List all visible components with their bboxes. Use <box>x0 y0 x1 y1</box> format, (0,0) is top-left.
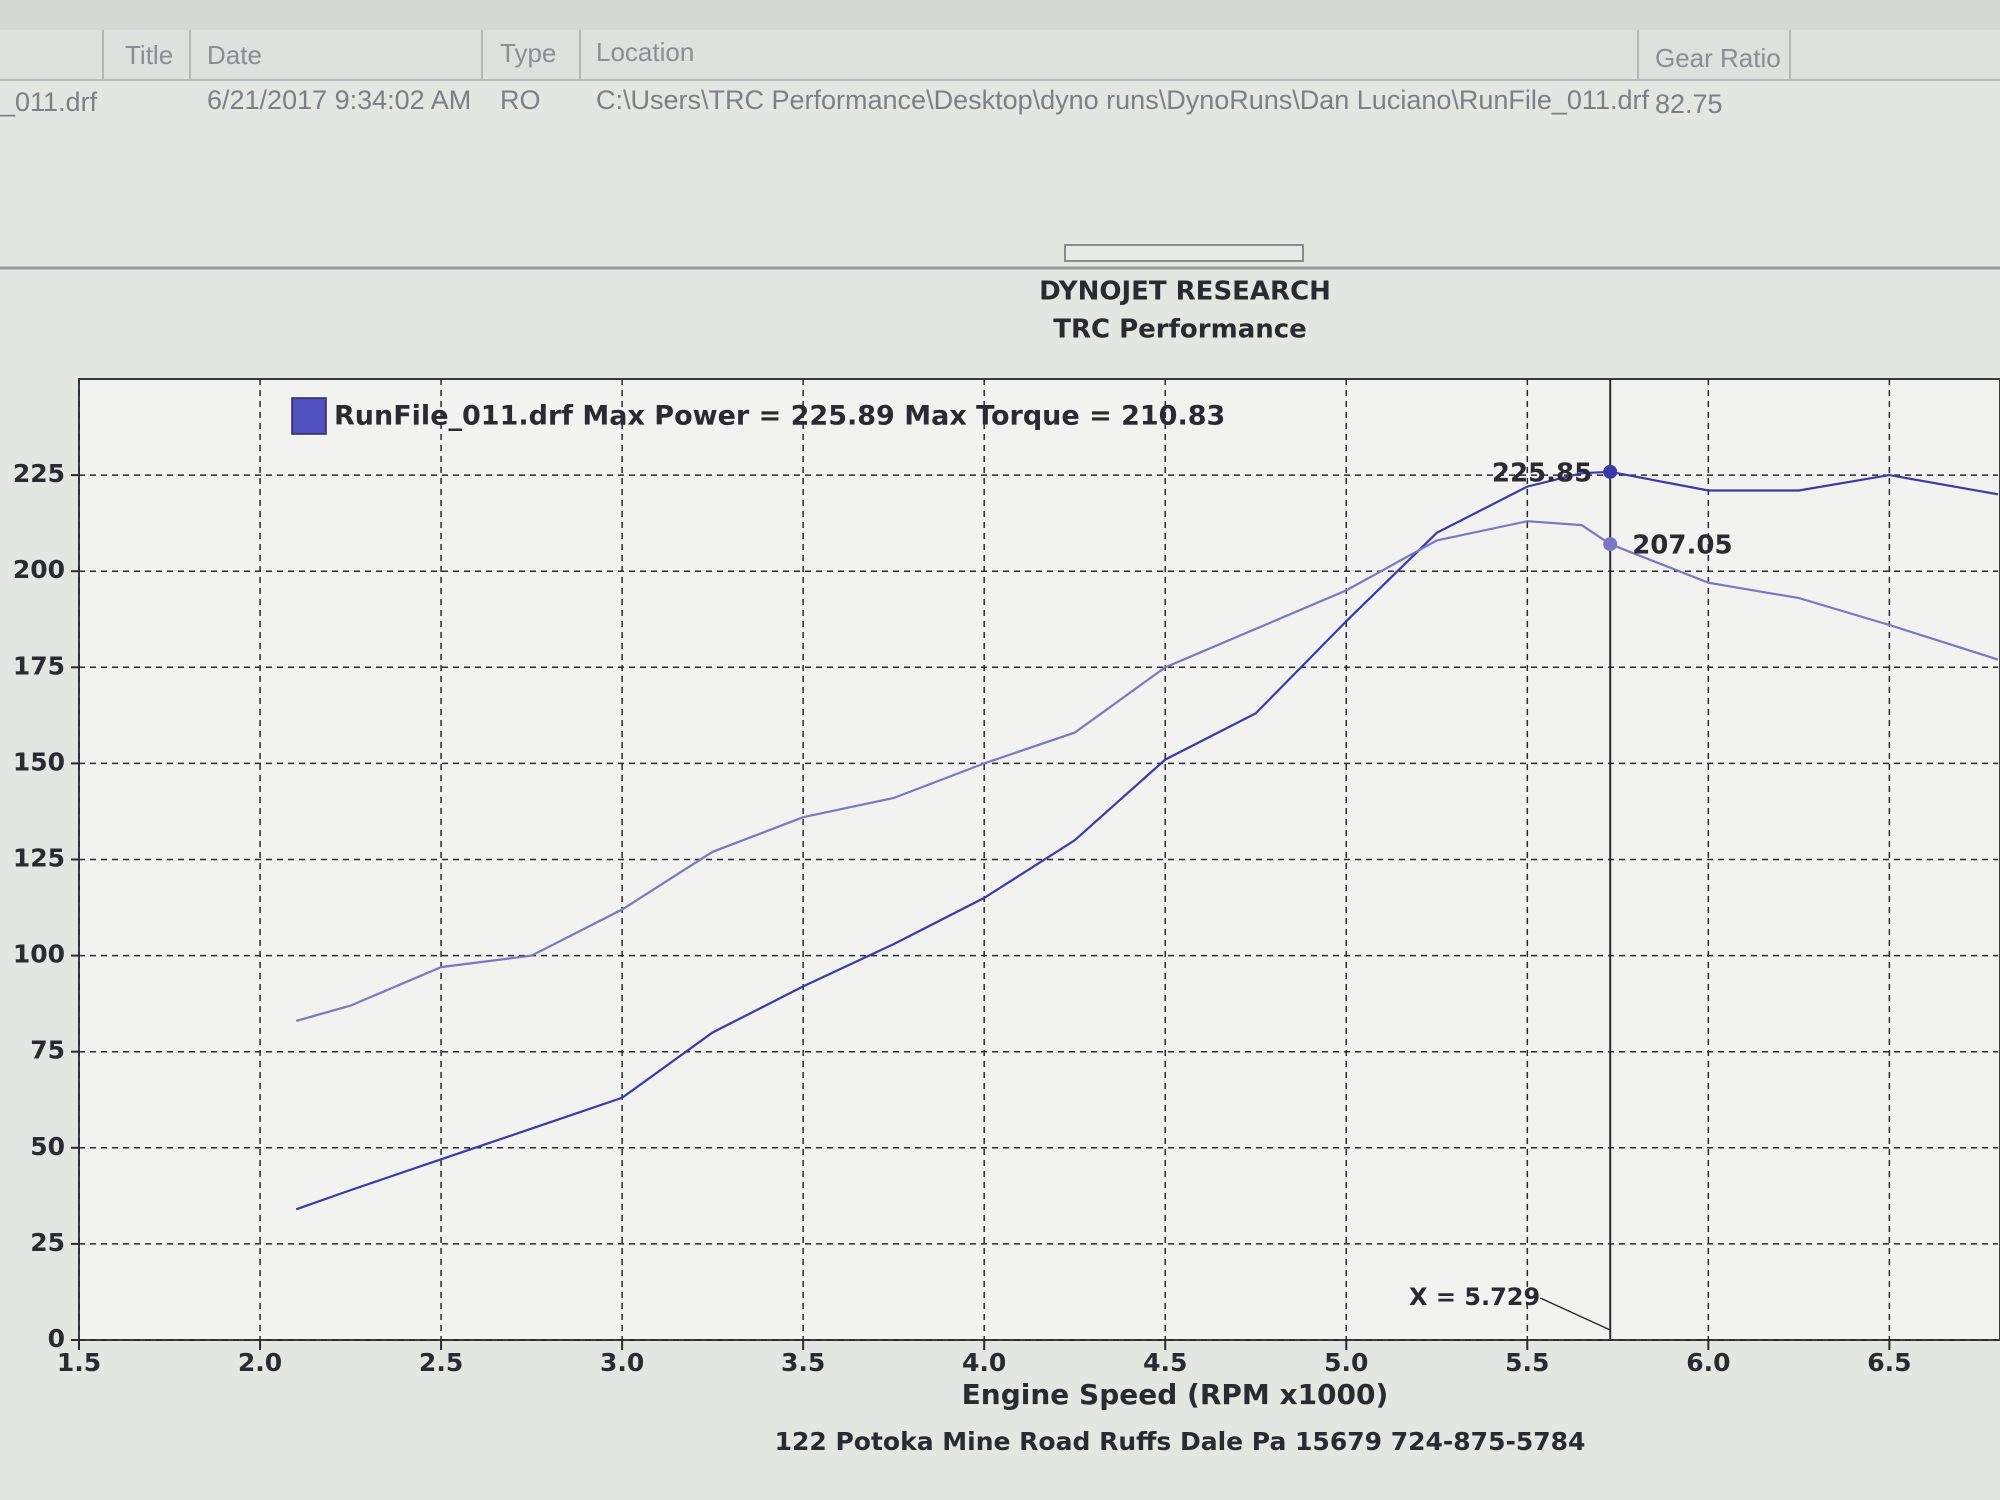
x-tick-label: 2.0 <box>238 1348 282 1377</box>
y-tick-label: 225 <box>13 459 65 488</box>
column-separators <box>102 30 1791 80</box>
y-tick-label: 175 <box>13 651 65 680</box>
table-cell[interactable]: RO <box>500 85 541 115</box>
cursor-value: 207.05 <box>1632 531 1732 561</box>
cursor-value: 225.85 <box>1492 458 1592 488</box>
footer: 122 Potoka Mine Road Ruffs Dale Pa 15679… <box>775 1427 1586 1456</box>
x-tick-label: 5.5 <box>1505 1348 1549 1377</box>
chart-subtitle: TRC Performance <box>1053 315 1307 345</box>
column-header[interactable]: Title <box>125 40 173 70</box>
x-tick-label: 4.0 <box>962 1348 1006 1377</box>
y-tick-label: 0 <box>48 1324 65 1353</box>
y-tick-label: 125 <box>13 844 65 873</box>
x-tick-label: 5.0 <box>1324 1348 1368 1377</box>
cursor-marker <box>1603 537 1618 552</box>
x-tick-label: 3.5 <box>781 1348 825 1377</box>
x-tick-label: 4.5 <box>1143 1348 1187 1377</box>
x-tick-label: 1.5 <box>57 1348 101 1377</box>
cursor-label: X = 5.729 <box>1409 1283 1540 1311</box>
table-header <box>0 30 2000 80</box>
column-header[interactable]: Gear Ratio <box>1655 43 1781 73</box>
y-tick-label: 75 <box>30 1036 65 1065</box>
y-tick-label: 25 <box>30 1228 65 1257</box>
chart-title: DYNOJET RESEARCH <box>1039 277 1331 307</box>
column-header[interactable]: Location <box>596 37 694 67</box>
y-tick-label: 200 <box>13 555 65 584</box>
series-line <box>295 520 1999 1022</box>
table-cell[interactable]: 82.75 <box>1655 89 1723 119</box>
legend-text: RunFile_011.drf Max Power = 225.89 Max T… <box>334 401 1225 432</box>
cursor-marker <box>1603 464 1618 479</box>
cursor-leader <box>1539 1297 1611 1331</box>
series-line <box>295 470 1999 1211</box>
column-header[interactable]: Type <box>500 38 556 68</box>
x-tick-label: 6.0 <box>1686 1348 1730 1377</box>
x-tick-label: 3.0 <box>600 1348 644 1377</box>
x-tick-label: 2.5 <box>419 1348 463 1377</box>
x-axis-label: Engine Speed (RPM x1000) <box>962 1378 1389 1411</box>
legend-swatch <box>291 397 327 435</box>
x-tick-label: 6.5 <box>1867 1348 1911 1377</box>
table-cell[interactable]: 6/21/2017 9:34:02 AM <box>207 85 471 115</box>
y-tick-label: 50 <box>30 1132 65 1161</box>
table-cell[interactable]: C:\Users\TRC Performance\Desktop\dyno ru… <box>596 85 1649 115</box>
y-tick-label: 100 <box>13 940 65 969</box>
y-tick-label: 150 <box>13 747 65 776</box>
toolbar <box>0 0 2000 30</box>
column-header[interactable]: Date <box>207 40 262 70</box>
table-cell[interactable]: _011.drf <box>0 87 98 117</box>
splitter-handle[interactable] <box>1064 244 1304 262</box>
